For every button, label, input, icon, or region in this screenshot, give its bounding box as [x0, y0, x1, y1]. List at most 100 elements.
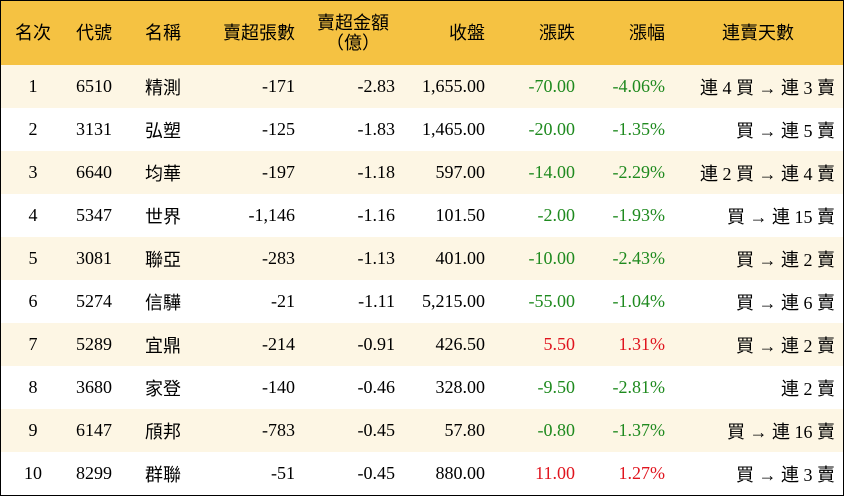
code-cell: 6640	[76, 162, 112, 182]
change-pct-cell: -1.37%	[612, 420, 666, 440]
change-cell: -70.00	[528, 76, 576, 96]
close-cell: 426.50	[435, 334, 486, 354]
code-cell: 5289	[76, 334, 112, 354]
sell-amount-cell: -1.18	[357, 162, 396, 182]
sell-amount-cell: -1.11	[358, 291, 395, 311]
table-row: 10 8299 群聯 -51 -0.45 880.00 11.00 1.27% 買 → 連 3 …	[1, 452, 843, 495]
table-row: 8 3680 家登 -140 -0.46 328.00 -9.50 -2.81% 連 2 賣	[1, 366, 843, 409]
change-cell: -10.00	[528, 248, 576, 268]
change-pct-cell: -1.93%	[612, 205, 666, 225]
change-cell: 11.00	[535, 463, 575, 483]
name-cell: 均華	[145, 163, 181, 184]
change-cell: -55.00	[528, 291, 576, 311]
close-cell: 401.00	[435, 248, 486, 268]
change-cell: -2.00	[537, 205, 576, 225]
sell-lots-cell: -140	[262, 377, 295, 397]
change-cell: 5.50	[543, 334, 576, 354]
rank-cell: 1	[28, 76, 38, 96]
table-row: 6 5274 信驊 -21 -1.11 5,215.00 -55.00 -1.04% 買 → 連…	[1, 280, 843, 323]
close-cell: 880.00	[435, 463, 486, 483]
header-rank: 名次	[15, 23, 51, 43]
rank-cell: 5	[28, 248, 38, 268]
change-pct-cell: -1.04%	[612, 291, 666, 311]
header-name: 名稱	[145, 23, 181, 43]
sell-days-cell: 連 2 賣	[781, 378, 835, 399]
change-cell: -20.00	[528, 119, 576, 139]
sell-amount-cell: -2.83	[357, 76, 396, 96]
code-cell: 3081	[76, 248, 112, 268]
code-cell: 6510	[76, 76, 112, 96]
change-cell: -9.50	[537, 377, 576, 397]
sell-days-cell: 買 → 連 5 賣	[736, 120, 835, 141]
sell-lots-cell: -783	[262, 420, 295, 440]
name-cell: 聯亞	[145, 249, 181, 270]
sell-lots-cell: -171	[262, 76, 295, 96]
sell-days-cell: 買 → 連 6 賣	[736, 292, 835, 313]
code-cell: 3680	[76, 377, 112, 397]
table-row: 4 5347 世界 -1,146 -1.16 101.50 -2.00 -1.93% 買 → 連…	[1, 194, 843, 237]
name-cell: 家登	[145, 378, 181, 399]
close-cell: 5,215.00	[422, 291, 485, 311]
name-cell: 世界	[145, 206, 181, 227]
header-code: 代號	[76, 23, 112, 43]
name-cell: 弘塑	[145, 120, 181, 141]
code-cell: 5274	[76, 291, 112, 311]
name-cell: 頎邦	[145, 421, 181, 442]
rank-cell: 4	[28, 205, 38, 225]
change-pct-cell: -2.43%	[612, 248, 666, 268]
change-pct-cell: 1.31%	[618, 334, 666, 354]
sell-lots-cell: -1,146	[248, 205, 296, 225]
rank-cell: 9	[28, 420, 38, 440]
change-pct-cell: -2.81%	[612, 377, 666, 397]
rank-cell: 8	[28, 377, 38, 397]
sell-days-cell: 連 4 買 → 連 3 賣	[700, 77, 835, 98]
sell-amount-cell: -0.91	[357, 334, 396, 354]
sell-amount-cell: -0.45	[357, 463, 396, 483]
change-pct-cell: -1.35%	[612, 119, 666, 139]
header-sell-lots: 賣超張數	[223, 23, 295, 43]
table-row: 3 6640 均華 -197 -1.18 597.00 -14.00 -2.29% 連 2 買 …	[1, 151, 843, 194]
change-cell: -0.80	[537, 420, 576, 440]
sell-amount-cell: -0.46	[357, 377, 396, 397]
rank-cell: 6	[28, 291, 38, 311]
close-cell: 1,465.00	[422, 119, 485, 139]
table-row: 5 3081 聯亞 -283 -1.13 401.00 -10.00 -2.43% 買 → 連 …	[1, 237, 843, 280]
change-pct-cell: -2.29%	[612, 162, 666, 182]
header-row: 名次 代號 名稱 賣超張數 賣超金額 （億） 收盤 漲跌 漲幅 連賣天數	[1, 1, 843, 65]
sell-days-cell: 買 → 連 15 賣	[727, 206, 835, 227]
table-row: 1 6510 精測 -171 -2.83 1,655.00 -70.00 -4.06% 連 4 …	[1, 65, 843, 108]
sell-amount-cell: -0.45	[357, 420, 396, 440]
rank-cell: 3	[28, 162, 38, 182]
sell-lots-cell: -51	[271, 463, 295, 483]
close-cell: 328.00	[435, 377, 486, 397]
change-pct-cell: -4.06%	[612, 76, 666, 96]
change-pct-cell: 1.27%	[618, 463, 666, 483]
rank-cell: 7	[28, 334, 38, 354]
table-row: 9 6147 頎邦 -783 -0.45 57.80 -0.80 -1.37% 買 → 連 16…	[1, 409, 843, 452]
close-cell: 101.50	[435, 205, 486, 225]
rank-cell: 2	[28, 119, 38, 139]
name-cell: 精測	[145, 77, 181, 98]
sell-days-cell: 買 → 連 2 賣	[736, 249, 835, 270]
sell-days-cell: 買 → 連 2 賣	[736, 335, 835, 356]
table-row: 2 3131 弘塑 -125 -1.83 1,465.00 -20.00 -1.35% 買 → …	[1, 108, 843, 151]
sell-amount-cell: -1.83	[357, 119, 396, 139]
table-row: 7 5289 宜鼎 -214 -0.91 426.50 5.50 1.31% 買 → 連 2 賣	[1, 323, 843, 366]
table-body: 1 6510 精測 -171 -2.83 1,655.00 -70.00 -4.06% 連 4 …	[1, 65, 843, 495]
sell-amount-cell: -1.13	[357, 248, 396, 268]
sell-amount-cell: -1.16	[357, 205, 396, 225]
sell-lots-cell: -125	[262, 119, 295, 139]
header-change: 漲跌	[539, 23, 575, 43]
sell-days-cell: 連 2 買 → 連 4 賣	[700, 163, 835, 184]
sell-days-cell: 買 → 連 3 賣	[736, 464, 835, 485]
code-cell: 8299	[76, 463, 112, 483]
name-cell: 信驊	[145, 292, 181, 313]
close-cell: 597.00	[435, 162, 486, 182]
header-change-pct: 漲幅	[629, 23, 665, 43]
sell-lots-cell: -21	[271, 291, 295, 311]
name-cell: 群聯	[145, 464, 181, 485]
sell-lots-cell: -214	[262, 334, 295, 354]
rank-cell: 10	[24, 463, 42, 483]
